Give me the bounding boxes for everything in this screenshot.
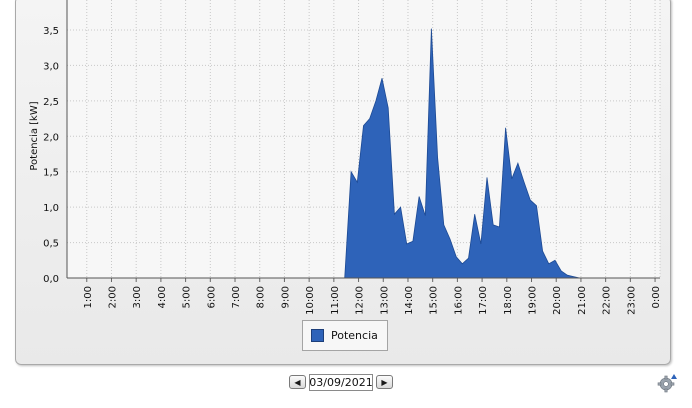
y-tick-label: 1,0 — [43, 203, 59, 214]
x-tick-label: 5:00 — [182, 286, 193, 308]
x-tick-label: 18:00 — [503, 286, 514, 315]
x-tick-label: 11:00 — [330, 286, 341, 315]
x-tick-label: 10:00 — [305, 286, 316, 315]
x-tick-label: 14:00 — [404, 286, 415, 315]
x-tick-label: 15:00 — [429, 286, 440, 315]
date-field[interactable]: 03/09/2021 — [309, 373, 373, 391]
legend-label: Potencia — [331, 329, 378, 342]
y-tick-label: 1,5 — [43, 168, 59, 179]
previous-day-button[interactable]: ◀ — [289, 375, 306, 389]
chart-legend: Potencia — [302, 320, 388, 351]
x-tick-label: 16:00 — [453, 286, 464, 315]
x-tick-label: 13:00 — [379, 286, 390, 315]
x-tick-label: 21:00 — [577, 286, 588, 315]
x-tick-label: 7:00 — [231, 286, 242, 308]
x-tick-label: 17:00 — [478, 286, 489, 315]
x-tick-label: 0:00 — [651, 286, 662, 308]
x-tick-label: 12:00 — [355, 286, 366, 315]
date-navigator: ◀ 03/09/2021 ▶ — [289, 373, 393, 391]
x-tick-label: 3:00 — [132, 286, 143, 308]
y-tick-label: 0,5 — [43, 239, 59, 250]
x-tick-label: 19:00 — [528, 286, 539, 315]
next-day-button[interactable]: ▶ — [376, 375, 393, 389]
triangle-right-icon: ▶ — [381, 377, 388, 387]
y-tick-label: 0,0 — [43, 274, 59, 285]
triangle-left-icon: ◀ — [294, 377, 301, 387]
series-area — [344, 28, 580, 279]
x-tick-label: 9:00 — [280, 286, 291, 308]
x-tick-label: 2:00 — [107, 286, 118, 308]
x-tick-label: 8:00 — [256, 286, 267, 308]
y-tick-label: 2,0 — [43, 132, 59, 143]
y-axis-label: Potencia [kW] — [29, 101, 40, 170]
y-tick-label: 3,5 — [43, 26, 59, 37]
x-tick-label: 20:00 — [552, 286, 563, 315]
series-potencia-area — [344, 28, 580, 279]
y-tick-label: 3,0 — [43, 61, 59, 72]
x-tick-label: 22:00 — [602, 286, 613, 315]
x-tick-label: 6:00 — [206, 286, 217, 308]
axes: 0,0 0,5 1,0 1,5 2,0 2,5 3,0 3,5 1:00 2:00 3:00 4:00… — [43, 0, 662, 315]
gear-icon[interactable] — [656, 372, 678, 394]
x-tick-label: 4:00 — [157, 286, 168, 308]
x-tick-label: 23:00 — [626, 286, 637, 315]
x-tick-label: 1:00 — [83, 286, 94, 308]
legend-swatch — [311, 329, 324, 342]
y-tick-label: 2,5 — [43, 97, 59, 108]
